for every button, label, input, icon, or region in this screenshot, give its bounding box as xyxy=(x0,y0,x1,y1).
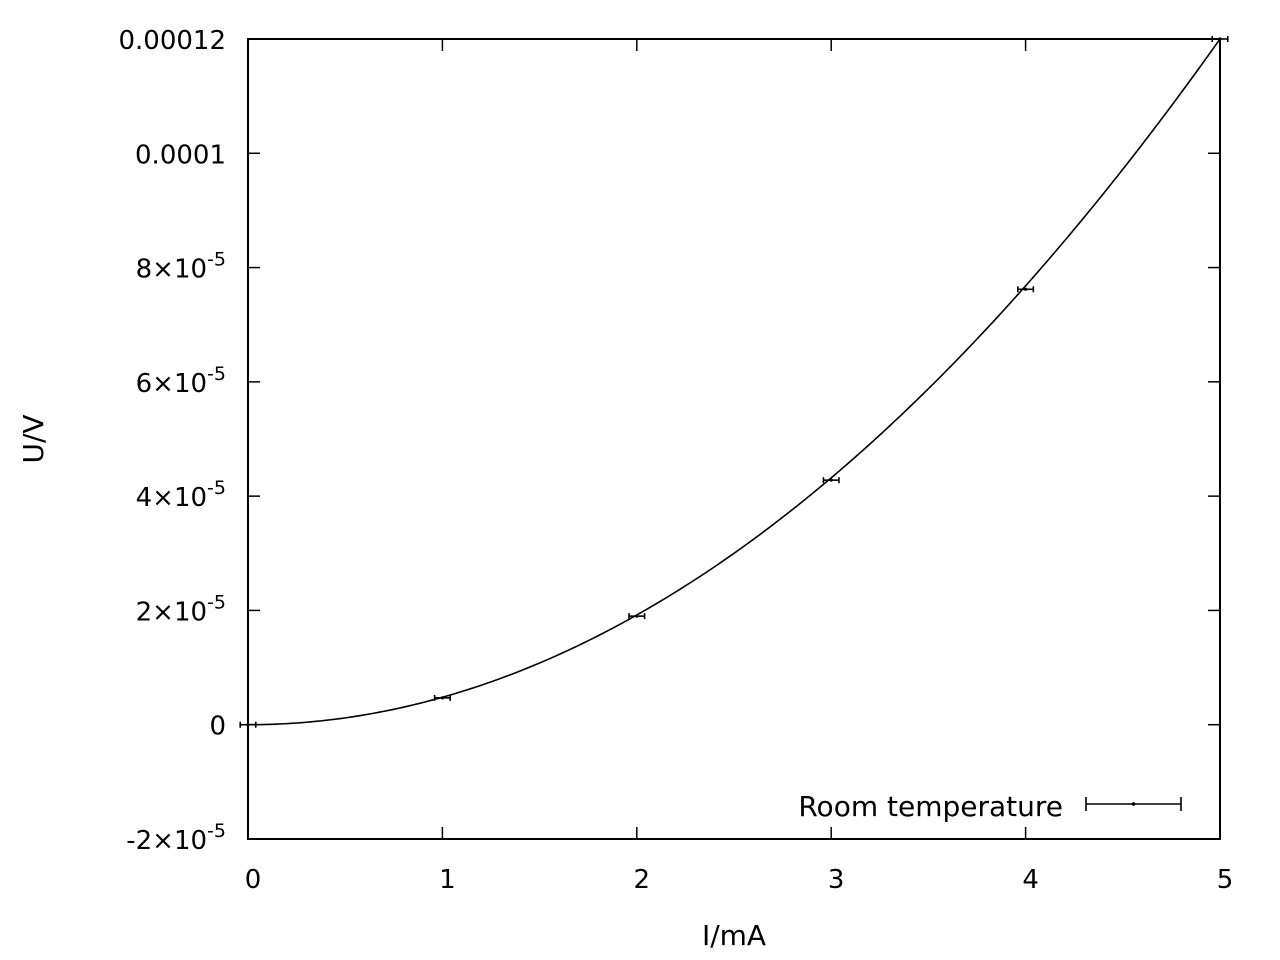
data-point xyxy=(628,613,646,620)
x-tick-label: 4 xyxy=(1022,865,1039,895)
y-tick-label: 8×10-5 xyxy=(136,249,226,285)
x-tick-label: 5 xyxy=(1217,865,1234,895)
y-tick-label: 4×10-5 xyxy=(136,477,226,513)
plot-frame xyxy=(247,38,1221,840)
data-point xyxy=(1211,36,1229,42)
ticks xyxy=(247,38,1221,840)
legend-label: Room temperature xyxy=(798,790,1063,823)
legend: Room temperature xyxy=(798,790,1182,823)
y-tick-label: 6×10-5 xyxy=(136,363,226,399)
data-point xyxy=(822,477,840,484)
point-marker xyxy=(1024,287,1028,291)
legend-sample xyxy=(1085,797,1182,811)
point-marker xyxy=(1218,37,1222,41)
y-tick-label: 2×10-5 xyxy=(136,591,226,627)
data-point xyxy=(1017,286,1035,293)
x-tick-label: 1 xyxy=(439,865,456,895)
x-tick-labels: 0 1 2 3 4 5 xyxy=(245,865,1234,895)
y-axis-label: U/V xyxy=(17,414,50,463)
y-tick-label: 0.00012 xyxy=(118,26,226,56)
fit-curve xyxy=(247,38,1221,726)
y-tick-labels: -2×10-5 0 2×10-5 4×10-5 6×10-5 8×10-5 0.0001 0.… xyxy=(118,26,226,856)
y-tick-label: 0 xyxy=(209,712,226,742)
point-marker xyxy=(440,696,444,700)
x-tick-label: 3 xyxy=(828,865,845,895)
data-point xyxy=(433,694,451,701)
x-tick-label: 0 xyxy=(245,865,262,895)
x-axis-label: I/mA xyxy=(702,919,766,952)
data-points xyxy=(239,36,1229,728)
x-tick-label: 2 xyxy=(634,865,651,895)
y-tick-label: -2×10-5 xyxy=(126,820,226,856)
y-tick-label: 0.0001 xyxy=(135,140,226,170)
point-marker xyxy=(246,723,250,727)
legend-point-marker xyxy=(1131,802,1136,806)
data-point xyxy=(239,721,257,728)
point-marker xyxy=(829,478,833,482)
point-marker xyxy=(635,614,639,618)
